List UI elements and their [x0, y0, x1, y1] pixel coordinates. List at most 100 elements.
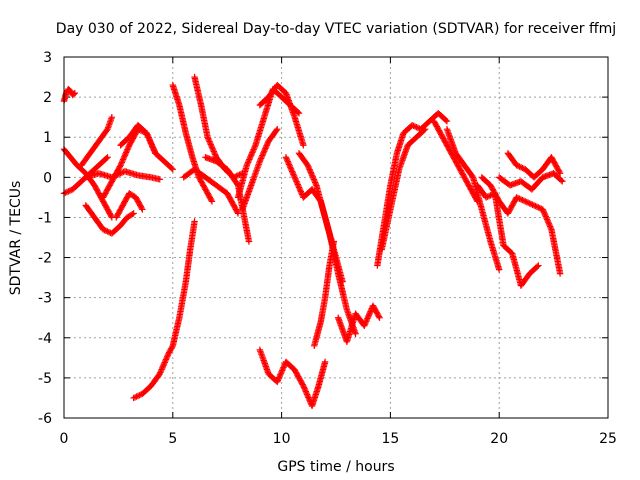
- data-point: [246, 156, 253, 163]
- x-tick-label: 25: [599, 431, 617, 447]
- data-point: [130, 394, 137, 402]
- data-point: [339, 278, 346, 285]
- data-point: [130, 210, 137, 217]
- y-tick-label: -6: [38, 411, 52, 427]
- data-point: [287, 165, 295, 172]
- data-point: [244, 159, 252, 166]
- series-track-v: [334, 302, 383, 345]
- data-point: [260, 148, 268, 155]
- data-point: [292, 175, 299, 182]
- data-point: [150, 147, 158, 154]
- data-point: [119, 156, 127, 163]
- data-point: [206, 139, 214, 147]
- data-point: [275, 374, 283, 381]
- data-point: [245, 157, 252, 165]
- series-track-g: [82, 168, 163, 183]
- data-point: [292, 176, 300, 184]
- data-point: [514, 194, 522, 202]
- data-point: [276, 372, 283, 380]
- y-tick-label: -1: [38, 210, 52, 226]
- data-point: [304, 392, 311, 400]
- data-point: [261, 146, 269, 154]
- data-point: [169, 166, 176, 173]
- data-point: [284, 158, 292, 165]
- series-track-p: [239, 126, 281, 213]
- data-point: [288, 168, 296, 175]
- data-point: [367, 308, 374, 315]
- data-point: [104, 154, 111, 161]
- series-track-ac: [504, 150, 564, 181]
- data-point: [303, 391, 311, 398]
- data-point: [123, 147, 130, 155]
- data-point: [297, 188, 305, 195]
- data-point: [274, 377, 282, 384]
- y-tick-label: 1: [43, 130, 52, 146]
- data-point: [542, 213, 550, 220]
- data-point: [125, 143, 132, 150]
- data-point: [366, 311, 373, 318]
- data-point: [558, 177, 565, 184]
- data-point: [361, 321, 369, 328]
- data-point: [152, 150, 159, 157]
- data-point: [122, 149, 130, 156]
- data-point: [139, 206, 146, 213]
- data-point: [143, 130, 150, 137]
- data-point: [534, 263, 541, 270]
- data-point: [496, 266, 503, 273]
- data-point: [556, 168, 563, 176]
- data-point: [280, 362, 288, 370]
- series-track-i: [117, 121, 159, 157]
- data-point: [305, 395, 313, 403]
- data-point: [129, 211, 136, 218]
- data-point: [158, 366, 165, 373]
- data-point: [482, 194, 490, 201]
- data-point: [149, 142, 156, 150]
- data-point: [159, 363, 167, 370]
- data-point: [306, 166, 313, 173]
- data-point: [293, 179, 301, 187]
- data-point: [410, 122, 417, 130]
- data-point: [321, 358, 329, 366]
- data-point: [246, 154, 254, 162]
- data-point: [290, 171, 297, 178]
- data-point: [293, 178, 300, 185]
- data-point: [102, 227, 110, 235]
- data-point: [422, 126, 429, 133]
- data-point: [541, 210, 548, 217]
- data-point: [104, 228, 111, 235]
- data-point: [296, 185, 303, 192]
- data-point: [310, 174, 317, 182]
- data-point: [71, 89, 79, 97]
- series-track-d: [78, 113, 116, 169]
- data-point: [311, 179, 319, 186]
- data-point: [103, 155, 110, 162]
- y-tick-label: 0: [43, 170, 52, 186]
- data-point: [108, 174, 116, 181]
- data-point: [301, 385, 308, 392]
- series-track-e: [82, 202, 137, 237]
- data-point: [159, 364, 166, 372]
- data-point: [248, 150, 255, 158]
- data-point: [234, 210, 242, 217]
- data-point: [163, 354, 170, 362]
- data-point: [251, 143, 259, 150]
- data-point: [290, 172, 298, 180]
- data-point: [540, 209, 548, 216]
- data-point: [118, 169, 126, 176]
- data-point: [283, 155, 290, 162]
- data-point: [539, 206, 546, 213]
- data-point: [286, 162, 293, 170]
- data-point: [149, 144, 157, 151]
- data-point: [543, 214, 550, 222]
- data-point: [274, 126, 281, 133]
- data-point: [305, 394, 312, 401]
- data-point: [408, 121, 416, 129]
- data-point: [279, 367, 286, 374]
- data-markers: [60, 73, 566, 410]
- series-track-h: [113, 190, 146, 221]
- data-point: [529, 201, 536, 208]
- data-point: [204, 134, 211, 141]
- data-point: [259, 150, 267, 158]
- y-tick-label: 2: [43, 90, 52, 106]
